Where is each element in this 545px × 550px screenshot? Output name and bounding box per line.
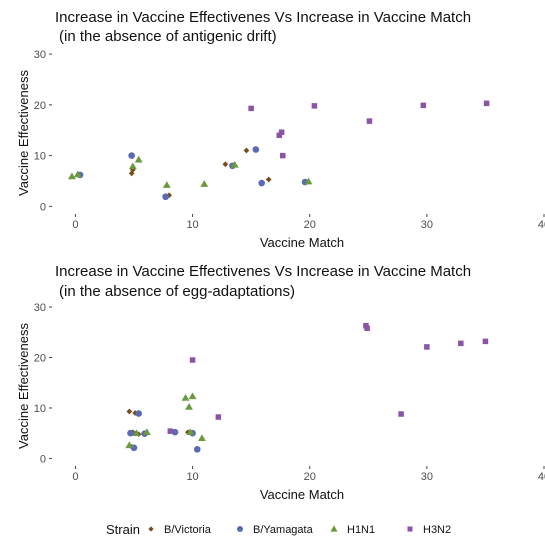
point-h1n1 bbox=[162, 181, 171, 188]
point-b-yamagata bbox=[130, 444, 138, 452]
legend-items: B/Victoria B/Yamagata H1N1 H3N2 bbox=[148, 524, 451, 536]
y-tick-label: 10 bbox=[34, 403, 46, 415]
y-tick-label: 30 bbox=[34, 49, 46, 61]
point-h1n1 bbox=[68, 172, 76, 180]
x-tick-label: 30 bbox=[421, 471, 433, 483]
point-h1n1 bbox=[198, 434, 206, 442]
point-h1n1 bbox=[181, 393, 190, 401]
point-b-yamagata bbox=[135, 410, 142, 417]
legend-label-b-victoria: B/Victoria bbox=[164, 524, 212, 536]
point-h3n2 bbox=[167, 428, 174, 434]
point-h3n2 bbox=[189, 357, 196, 363]
point-h3n2 bbox=[248, 105, 254, 112]
point-b-victoria bbox=[222, 161, 229, 168]
chart-panel-egg-adaptations: Increase in Vaccine Effectivenes Vs Incr… bbox=[16, 263, 545, 502]
y-tick-label: 0 bbox=[40, 201, 46, 213]
y-tick-label: 30 bbox=[34, 302, 46, 314]
x-tick-label: 30 bbox=[421, 219, 433, 231]
legend-label-h3n2: H3N2 bbox=[423, 524, 451, 536]
point-h1n1 bbox=[185, 403, 193, 410]
y-tick-label: 0 bbox=[40, 453, 46, 465]
point-h1n1 bbox=[125, 441, 134, 449]
legend-label-h1n1: H1N1 bbox=[347, 524, 375, 536]
chart-1-ticks: 0 10 20 30 40 0 10 20 30 bbox=[34, 49, 545, 231]
legend-key-b-victoria bbox=[148, 526, 154, 532]
chart-1-x-axis-title: Vaccine Match bbox=[260, 235, 344, 250]
point-h3n2 bbox=[311, 103, 318, 109]
legend-key-b-yamagata bbox=[236, 525, 244, 533]
x-tick-label: 40 bbox=[538, 471, 545, 483]
point-b-yamagata bbox=[252, 146, 260, 153]
point-b-victoria bbox=[126, 408, 133, 415]
point-h1n1 bbox=[134, 155, 143, 163]
point-h3n2 bbox=[280, 152, 286, 159]
point-h3n2 bbox=[364, 325, 370, 331]
point-h1n1 bbox=[73, 170, 82, 178]
point-h1n1 bbox=[142, 428, 151, 436]
chart-2-ticks: 0 10 20 30 40 0 10 20 30 bbox=[34, 302, 545, 483]
chart-panel-antigenic-drift: Increase in Vaccine Effectivenes Vs Incr… bbox=[16, 9, 545, 250]
x-tick-label: 40 bbox=[538, 219, 545, 231]
legend: Strain B/Victoria B/Yamagata H1N1 H3N2 bbox=[106, 522, 451, 537]
chart-2-subtitle: (in the absence of egg-adaptations) bbox=[59, 283, 295, 300]
point-h1n1 bbox=[304, 177, 313, 185]
point-b-yamagata bbox=[162, 193, 169, 201]
point-b-victoria bbox=[243, 147, 250, 154]
point-h1n1 bbox=[128, 162, 137, 170]
legend-key-h1n1 bbox=[330, 525, 338, 532]
legend-key-h3n2 bbox=[407, 526, 413, 532]
x-tick-label: 0 bbox=[72, 471, 78, 483]
point-h3n2 bbox=[483, 100, 490, 107]
point-b-victoria bbox=[265, 176, 272, 183]
legend-label-b-yamagata: B/Yamagata bbox=[253, 524, 314, 536]
x-tick-label: 20 bbox=[304, 219, 316, 231]
point-h1n1 bbox=[200, 180, 209, 187]
chart-2-title: Increase in Vaccine Effectivenes Vs Incr… bbox=[55, 263, 471, 280]
y-tick-label: 20 bbox=[34, 100, 46, 112]
point-h3n2 bbox=[482, 338, 489, 345]
point-b-victoria bbox=[166, 192, 172, 199]
point-h3n2 bbox=[420, 102, 427, 109]
chart-2-marks bbox=[125, 322, 489, 453]
point-b-yamagata bbox=[127, 429, 134, 437]
point-h1n1 bbox=[230, 160, 239, 168]
x-tick-label: 20 bbox=[304, 471, 316, 483]
y-tick-label: 20 bbox=[34, 353, 46, 365]
x-tick-label: 10 bbox=[186, 471, 198, 483]
chart-2-y-axis-title: Vaccine Effectiveness bbox=[16, 323, 31, 449]
chart-2-x-axis-title: Vaccine Match bbox=[260, 487, 344, 502]
point-h1n1 bbox=[132, 429, 141, 437]
point-b-yamagata bbox=[171, 428, 179, 436]
point-h3n2 bbox=[398, 411, 404, 417]
chart-1-title: Increase in Vaccine Effectivenes Vs Incr… bbox=[55, 9, 471, 26]
point-h3n2 bbox=[424, 344, 430, 350]
point-b-yamagata bbox=[258, 179, 265, 187]
point-h1n1 bbox=[188, 392, 197, 400]
point-b-yamagata bbox=[128, 152, 135, 159]
point-h3n2 bbox=[278, 129, 285, 136]
point-h3n2 bbox=[458, 340, 464, 347]
chart-1-marks bbox=[68, 100, 490, 201]
y-tick-label: 10 bbox=[34, 151, 46, 163]
x-tick-label: 0 bbox=[72, 219, 78, 231]
point-h3n2 bbox=[215, 414, 222, 420]
chart-1-y-axis-title: Vaccine Effectiveness bbox=[16, 70, 31, 196]
x-tick-label: 10 bbox=[186, 219, 198, 231]
point-h3n2 bbox=[366, 118, 373, 124]
chart-1-subtitle: (in the absence of antigenic drift) bbox=[59, 28, 277, 45]
point-b-yamagata bbox=[193, 446, 201, 453]
point-h3n2 bbox=[276, 132, 283, 139]
legend-title: Strain bbox=[106, 522, 140, 537]
point-h1n1 bbox=[186, 428, 195, 436]
